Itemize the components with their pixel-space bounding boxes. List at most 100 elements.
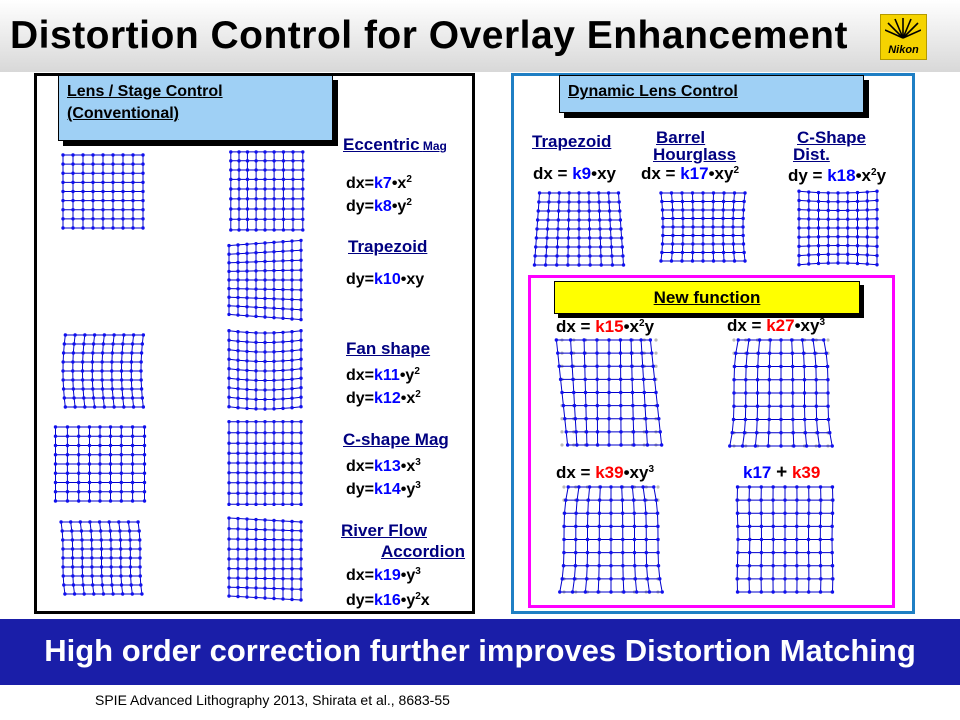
- trapezoid-right-label-text: Trapezoid: [532, 132, 612, 151]
- eccentric-mag-label: Eccentric Mag: [343, 135, 447, 156]
- trapezoid-right-eq: dx = k9•xy: [533, 165, 616, 183]
- barrel-label-text: Barrel: [656, 128, 706, 147]
- eq-exp: 2: [733, 165, 740, 176]
- fan-eq1: dx=k11•y2: [346, 367, 420, 385]
- eq-pre: dx=: [346, 458, 375, 475]
- eq-post: •y: [399, 367, 415, 384]
- eq-post: •x: [400, 390, 416, 407]
- river-eq1: dx=k19•y3: [346, 567, 421, 585]
- eq-coef: k18: [827, 166, 856, 185]
- eq-coef: k10: [374, 271, 401, 288]
- cshape-dist-eq: dy = k18•x2y: [788, 167, 886, 185]
- eq-plus: +: [776, 462, 788, 483]
- grid-eccentric-mag: [229, 150, 305, 232]
- grid-cshape-dist: [797, 189, 879, 267]
- footer-bar: High order correction further improves D…: [0, 619, 960, 685]
- barrel-eq: dx = k17•xy2: [641, 165, 739, 183]
- dist-label: Dist.: [793, 145, 830, 164]
- hourglass-label-text: Hourglass: [653, 145, 737, 164]
- eq-post: •y: [400, 567, 416, 584]
- trapezoid-left-eq: dy=k10•xy: [346, 271, 424, 289]
- trapezoid-right-label: Trapezoid: [532, 132, 611, 151]
- eq-coef: k7: [374, 175, 392, 192]
- eq-post: •y: [400, 481, 416, 498]
- eq-exp: 3: [415, 480, 421, 491]
- eq-exp: 2: [639, 318, 645, 329]
- eq-coef: k19: [374, 567, 401, 584]
- eccentric-label-small: Mag: [422, 139, 447, 153]
- eccentric-eq1: dx=k7•x2: [346, 175, 412, 193]
- eq-exp: 3: [648, 464, 655, 475]
- new-func-eq4: k17 + k39: [743, 462, 821, 483]
- eq-post: •xy: [708, 164, 734, 183]
- conventional-header: Lens / Stage Control (Conventional): [58, 75, 333, 141]
- conventional-header-line2: (Conventional): [67, 105, 179, 122]
- grid-fan-left: [61, 333, 146, 409]
- eq-post: •x: [623, 317, 639, 336]
- citation: SPIE Advanced Lithography 2013, Shirata …: [95, 692, 450, 708]
- eq-post: •y: [391, 198, 407, 215]
- c-shape-mag-label: C-shape Mag: [343, 430, 449, 449]
- eq-coef: k16: [374, 592, 401, 609]
- eq-exp: 2: [414, 366, 420, 377]
- eq-pre: dx=: [346, 367, 375, 384]
- c-shape-label-text: C-Shape: [797, 128, 866, 147]
- eq-exp: 3: [415, 566, 421, 577]
- footer-message: High order correction further improves D…: [44, 633, 916, 668]
- grid-k17-k39: [735, 485, 835, 594]
- eq-coef: k15: [595, 317, 624, 336]
- eq-coef: k13: [374, 458, 401, 475]
- eq-post: •xy: [591, 164, 617, 183]
- river-flow-label-text: River Flow: [341, 521, 427, 540]
- nikon-logo: Nikon: [880, 14, 927, 60]
- eq-pre: dy=: [346, 592, 375, 609]
- eq-pre: dx=: [346, 175, 375, 192]
- hourglass-label: Hourglass: [653, 145, 736, 164]
- grid-k39: [558, 485, 664, 594]
- c-shape-mag-label-text: C-shape Mag: [343, 430, 449, 449]
- barrel-label: Barrel: [656, 128, 705, 147]
- eq-coef: k27: [766, 316, 795, 335]
- grid-accordion: [227, 516, 303, 602]
- grid-cshape-right: [227, 419, 303, 507]
- eq-exp: 3: [819, 317, 826, 328]
- eq-exp: 2: [406, 197, 412, 208]
- eq-tail: x: [420, 592, 430, 609]
- new-func-eq2: dx = k27•xy3: [727, 317, 825, 335]
- grid-trapezoid-left: [227, 238, 303, 322]
- fan-shape-label: Fan shape: [346, 339, 430, 358]
- eccentric-label-text: Eccentric: [343, 135, 420, 154]
- eq-coef: k39: [595, 463, 624, 482]
- eq-pre: dx=: [346, 567, 375, 584]
- accordion-label: Accordion: [381, 542, 465, 561]
- eq-post: •x: [391, 175, 407, 192]
- eq-coef: k14: [374, 481, 401, 498]
- fan-eq2: dy=k12•x2: [346, 390, 421, 408]
- eq-coef-2: k39: [791, 463, 821, 482]
- eq-coef: k9: [572, 164, 592, 183]
- eq-pre: dy=: [346, 271, 375, 288]
- trapezoid-left-label-text: Trapezoid: [348, 237, 428, 256]
- eq-exp: 3: [415, 457, 421, 468]
- eq-exp: 2: [871, 167, 877, 178]
- grid-reference: [61, 153, 145, 230]
- grid-cshape-left: [53, 425, 147, 503]
- eq-exp: 2: [406, 174, 412, 185]
- logo-rays-icon: [885, 18, 921, 39]
- grid-barrel: [659, 191, 747, 263]
- eq-post: •x: [855, 166, 871, 185]
- eq-coef: k12: [374, 390, 401, 407]
- eq-pre: dx =: [556, 317, 596, 336]
- cshape-eq2: dy=k14•y3: [346, 481, 421, 499]
- new-func-eq1: dx = k15•x2y: [556, 318, 654, 336]
- title-bar: Distortion Control for Overlay Enhanceme…: [0, 0, 960, 72]
- dynamic-lens-header: Dynamic Lens Control: [559, 75, 864, 113]
- eq-exp: 2: [415, 389, 421, 400]
- grid-fan-right: [227, 329, 303, 411]
- eq-pre: dy=: [346, 198, 375, 215]
- eq-coef: k17: [680, 164, 709, 183]
- eq-coef-1: k17: [743, 463, 772, 482]
- eq-coef: k11: [374, 367, 400, 384]
- cshape-eq1: dx=k13•x3: [346, 458, 421, 476]
